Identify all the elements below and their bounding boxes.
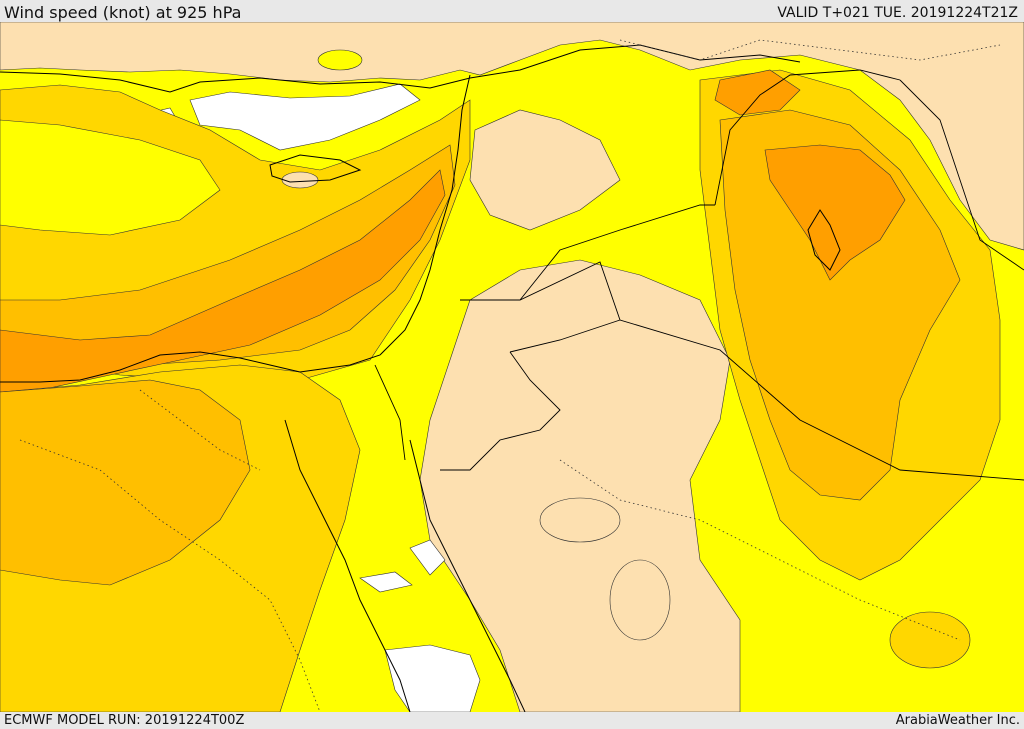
coastline-redsea-east [409,439,526,712]
border-line [460,261,1024,481]
internal-border [139,389,261,471]
credit: ArabiaWeather Inc. [895,713,1020,728]
band-calm-north [189,83,421,151]
border-line [440,351,561,471]
model-run: ECMWF MODEL RUN: 20191224T00Z [4,713,245,728]
border-line [509,319,621,353]
band-very-light-levant [469,109,621,231]
band-calm-north-3 [359,571,413,593]
coastline-cyprus [269,154,362,183]
band-very-light-patch [539,497,621,543]
coastline-redsea-west [284,419,411,712]
footer-bar: ECMWF MODEL RUN: 20191224T00Z ArabiaWeat… [0,712,1024,729]
coastline-caspian-gulf [807,209,841,271]
band-strong-iraq-2 [714,69,801,116]
coastline-egypt [0,351,301,383]
band-very-light-patch [281,171,319,189]
coastline-turkey [0,44,801,93]
border-line [374,364,406,461]
band-light-med [0,119,221,236]
band-fresh-egypt [0,379,251,586]
border-line [714,69,901,206]
valid-time: VALID T+021 TUE. 20191224T21Z [777,5,1018,21]
coastline-levant [299,74,471,373]
band-strong-med [0,169,446,393]
band-very-light-patch [609,559,671,641]
band-moderate-patch [889,611,971,669]
band-very-light-north [0,22,1024,251]
band-strong-iraq [764,144,906,281]
map-title: Wind speed (knot) at 925 hPa [4,3,242,22]
wind-speed-map [0,22,1024,712]
border-line [519,204,715,301]
band-moderate-patch [317,49,363,71]
internal-border [619,39,1001,61]
band-calm-redsea [384,644,481,712]
map-canvas [0,22,1024,712]
internal-border [559,459,961,641]
border-line [899,79,1024,271]
band-calm-redsea-2 [409,539,446,576]
header-bar: Wind speed (knot) at 925 hPa VALID T+021… [0,0,1024,22]
